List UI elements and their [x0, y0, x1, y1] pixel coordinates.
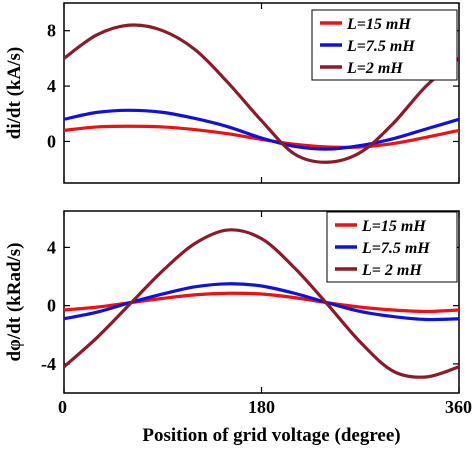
- legend-label: L=15 mH: [361, 218, 426, 235]
- series-line: [64, 228, 459, 379]
- series-line: [64, 108, 459, 151]
- x-tick-label: 180: [248, 397, 275, 417]
- y-axis-label: di/dt (kA/s): [4, 47, 25, 139]
- legend-label: L=15 mH: [346, 16, 411, 33]
- legend-label: L= 2 mH: [361, 262, 422, 279]
- series-line: [64, 282, 459, 322]
- series-line: [64, 23, 459, 164]
- y-tick-label: 0: [47, 131, 56, 151]
- bottom-panel: -4 0 4 0 180 360 dφ/dt (kRad/s) Position of gri…: [4, 210, 472, 446]
- y-tick-label: 0: [47, 296, 56, 316]
- y-tick-label: 4: [47, 76, 56, 96]
- legend-label: L=7.5 mH: [361, 240, 430, 257]
- y-axis-label: dφ/dt (kRad/s): [4, 242, 25, 361]
- y-tick-label: 4: [47, 237, 56, 257]
- x-tick-label: 360: [445, 397, 472, 417]
- y-tick-label: 8: [47, 21, 56, 41]
- legend-label: L=2 mH: [346, 60, 403, 77]
- y-tick-label: -4: [41, 354, 56, 374]
- top-panel: 0 4 8 di/dt (kA/s) L=15 mH L=7.5 mH L=2 mH: [4, 2, 460, 184]
- x-tick-label: 0: [58, 397, 67, 417]
- legend-label: L=7.5 mH: [346, 38, 415, 55]
- x-axis-label: Position of grid voltage (degree): [142, 425, 400, 446]
